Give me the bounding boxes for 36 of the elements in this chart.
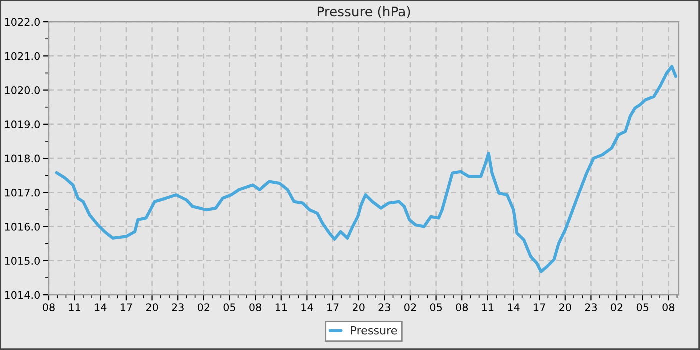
x-tick-label: 08 xyxy=(456,304,468,312)
y-tick-label: 1017.0 xyxy=(5,188,40,197)
x-tick-label: 05 xyxy=(636,304,649,312)
x-tick-label: 11 xyxy=(482,304,494,312)
x-tick-label: 08 xyxy=(250,304,262,312)
x-tick-label: 17 xyxy=(120,304,132,312)
y-tick-label: 1014.0 xyxy=(5,291,40,300)
y-tick-label: 1016.0 xyxy=(5,223,40,231)
y-tick-label: 1022.0 xyxy=(5,18,40,26)
chart-title: Pressure (hPa) xyxy=(318,6,410,18)
x-tick-label: 14 xyxy=(508,304,520,312)
x-tick-label: 20 xyxy=(352,304,365,312)
x-tick-label: 20 xyxy=(560,304,572,312)
x-tick-label: 02 xyxy=(404,304,416,312)
x-tick-label: 02 xyxy=(198,304,210,312)
x-tick-label: 14 xyxy=(95,304,107,312)
x-tick-label: 20 xyxy=(146,304,158,312)
x-tick-label: 17 xyxy=(534,304,546,312)
y-tick-label: 1021.0 xyxy=(5,52,40,60)
y-tick-label: 1019.0 xyxy=(5,120,40,129)
x-tick-label: 02 xyxy=(611,304,623,312)
x-tick-label: 11 xyxy=(69,304,80,312)
x-tick-label: 14 xyxy=(302,304,314,312)
x-tick-label: 05 xyxy=(430,304,442,312)
x-tick-label: 05 xyxy=(224,304,236,312)
x-tick-label: 17 xyxy=(328,304,339,312)
x-tick-label: 23 xyxy=(172,304,184,312)
y-tick-label: 1020.0 xyxy=(5,86,40,94)
x-tick-label: 08 xyxy=(662,304,675,312)
x-tick-label: 11 xyxy=(276,304,288,312)
x-tick-label: 23 xyxy=(378,304,390,312)
x-tick-label: 23 xyxy=(585,304,598,312)
legend-label: Pressure xyxy=(351,326,398,335)
x-tick-label: 08 xyxy=(43,304,55,312)
y-tick-label: 1018.0 xyxy=(5,154,40,163)
y-tick-label: 1015.0 xyxy=(5,257,40,266)
